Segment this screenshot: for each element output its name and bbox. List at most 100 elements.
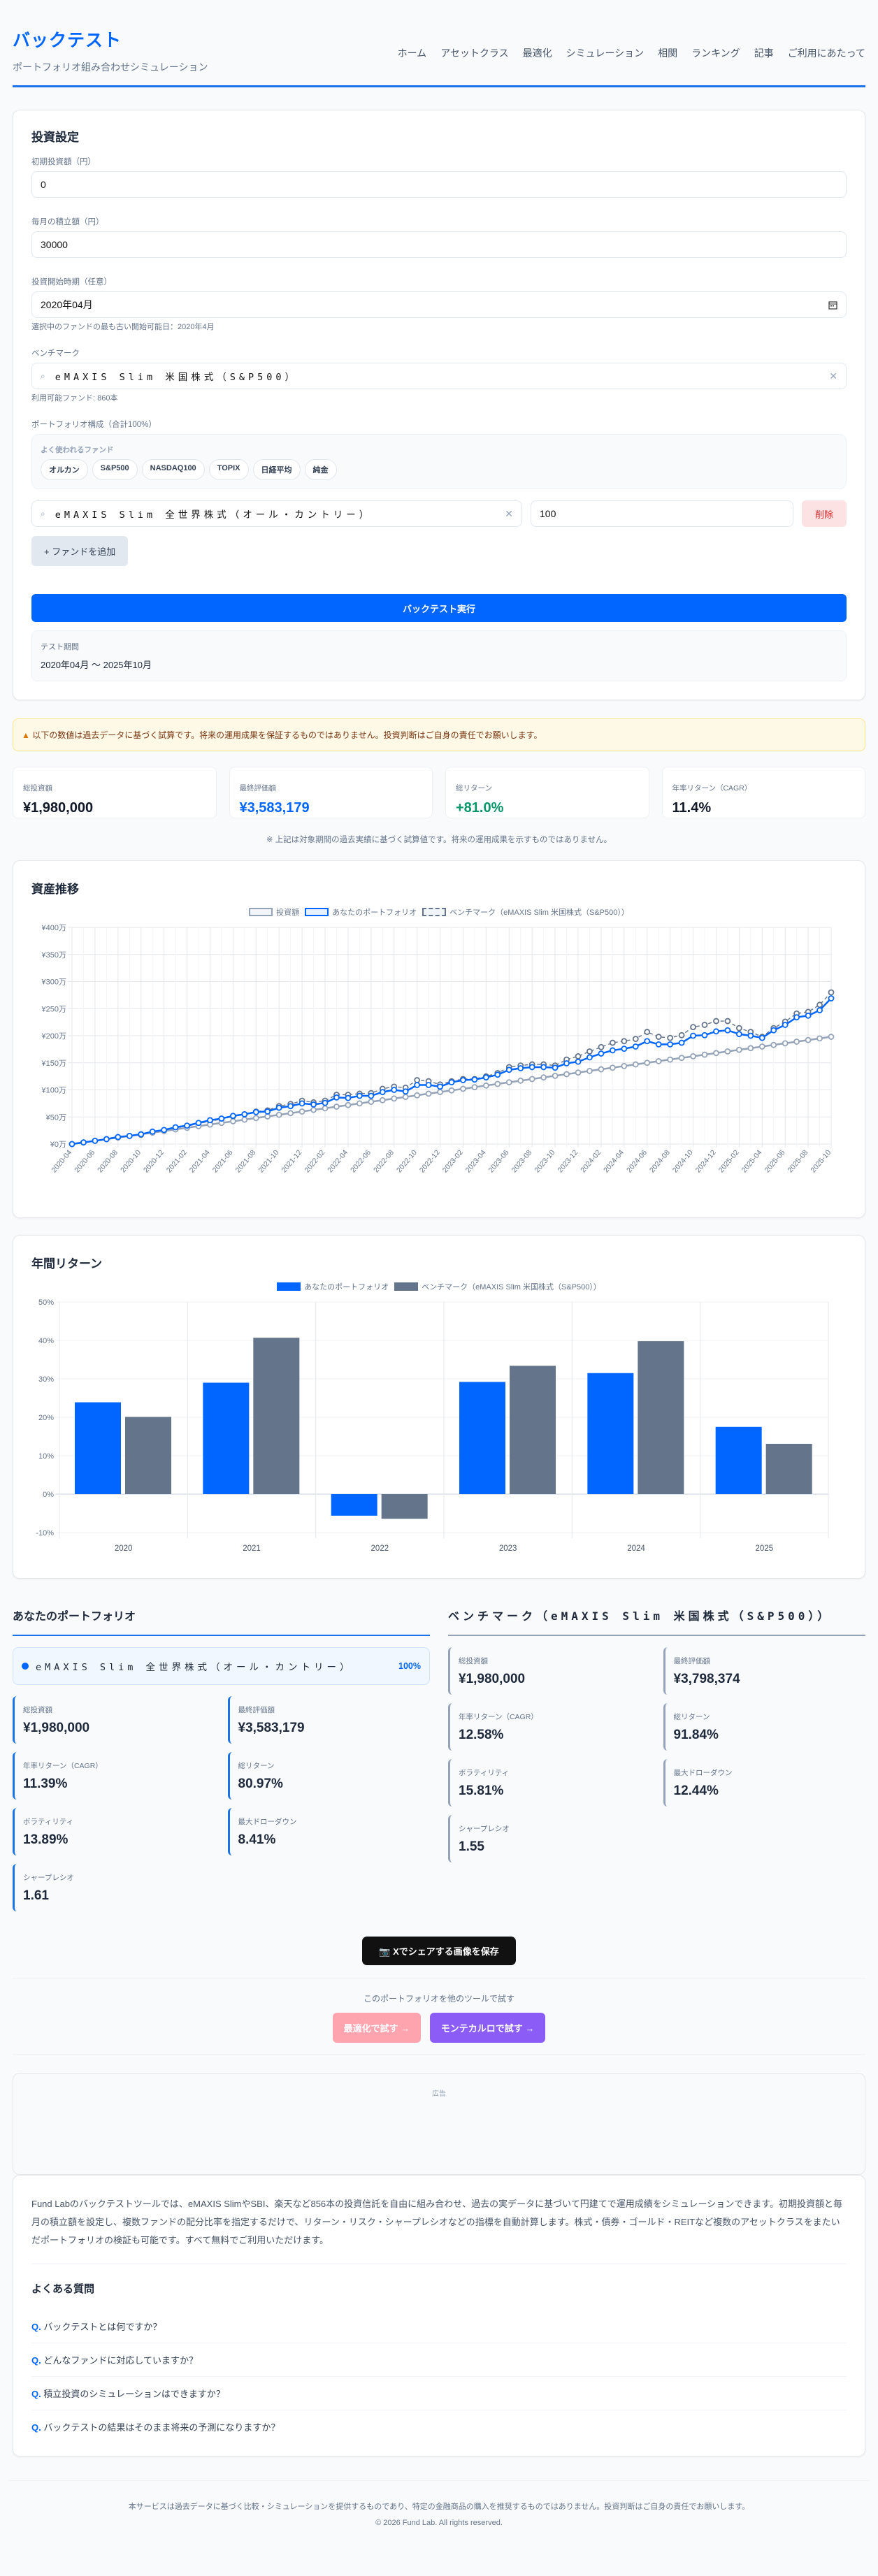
metric-card: 総投資額 ¥1,980,000 — [13, 1696, 215, 1744]
run-backtest-button[interactable]: バックテスト実行 — [31, 594, 847, 622]
svg-text:¥50万: ¥50万 — [45, 1113, 66, 1122]
svg-text:2024: 2024 — [627, 1544, 645, 1553]
share-image-button[interactable]: 📷 Xでシェアする画像を保存 — [362, 1937, 516, 1965]
allocation-fund: eMAXIS Slim 全世界株式（オール・カントリー） — [36, 1662, 353, 1673]
nav-asset-class[interactable]: アセットクラス — [440, 48, 509, 59]
legend-benchmark[interactable]: ベンチマーク（eMAXIS Slim 米国株式（S&P500）） — [422, 906, 629, 918]
metric-card: 最大ドローダウン 12.44% — [663, 1759, 866, 1807]
quick-funds-label: よく使われるファンド — [41, 446, 114, 454]
copyright: © 2026 Fund Lab. All rights reserved. — [375, 2519, 503, 2527]
svg-text:2024-04: 2024-04 — [602, 1148, 626, 1174]
add-fund-button[interactable]: + ファンドを追加 — [31, 536, 129, 566]
svg-text:20%: 20% — [38, 1414, 54, 1422]
svg-text:2020-06: 2020-06 — [73, 1148, 96, 1174]
period-value: 2020年04月 〜 2025年10月 — [41, 660, 152, 670]
metric-card: 総リターン 91.84% — [663, 1703, 866, 1751]
summary-note: ※ 上記は対象期間の過去実績に基づく試算値です。将来の運用成果を示すものではあり… — [266, 836, 612, 844]
delete-fund-button[interactable]: 削除 — [802, 500, 847, 527]
svg-text:2021-12: 2021-12 — [280, 1148, 303, 1174]
metric-card: 最大ドローダウン 8.41% — [227, 1808, 431, 1855]
nav-ranking[interactable]: ランキング — [691, 48, 740, 59]
nav-optimize[interactable]: 最適化 — [522, 48, 552, 59]
svg-text:2021-10: 2021-10 — [257, 1148, 281, 1174]
svg-text:2024-10: 2024-10 — [671, 1148, 695, 1174]
legend-portfolio[interactable]: あなたのポートフォリオ — [305, 906, 417, 918]
calendar-icon[interactable] — [828, 301, 837, 310]
svg-text:2025: 2025 — [756, 1544, 774, 1553]
nav-articles[interactable]: 記事 — [754, 48, 774, 59]
benchmark-select[interactable]: ⌕ eMAXIS Slim 米国株式（S&P500） ✕ — [31, 363, 847, 389]
fund-select[interactable]: ⌕ eMAXIS Slim 全世界株式（オール・カントリー） ✕ — [31, 500, 522, 527]
svg-text:¥100万: ¥100万 — [41, 1087, 66, 1095]
svg-text:2024-12: 2024-12 — [694, 1148, 718, 1174]
nav-correlation[interactable]: 相関 — [658, 48, 678, 59]
chip-nikkei[interactable]: 日経平均 — [252, 459, 301, 480]
benchmark-label: ベンチマーク — [31, 349, 80, 358]
metric-card: 最終評価額 ¥3,798,374 — [663, 1647, 866, 1695]
about-text: Fund Labのバックテストツールでは、eMAXIS SlimやSBI、楽天な… — [31, 2195, 847, 2264]
asset-chart-title: 資産推移 — [31, 883, 79, 896]
legend-benchmark[interactable]: ベンチマーク（eMAXIS Slim 米国株式（S&P500）） — [394, 1281, 601, 1292]
svg-text:30%: 30% — [38, 1375, 54, 1384]
svg-text:¥250万: ¥250万 — [41, 1005, 66, 1013]
other-tools: このポートフォリオを他のツールで試す 最適化で試す → モンテカルロで試す → — [13, 1978, 865, 2055]
clear-icon[interactable]: ✕ — [505, 507, 513, 519]
portfolio-column: あなたのポートフォリオ eMAXIS Slim 全世界株式（オール・カントリー）… — [13, 1607, 430, 1911]
metric-card: 年率リターン（CAGR） 11.39% — [13, 1752, 215, 1800]
faq-item[interactable]: Q. どんなファンドに対応していますか？ — [31, 2343, 847, 2377]
legend-portfolio[interactable]: あなたのポートフォリオ — [277, 1281, 389, 1292]
svg-text:¥400万: ¥400万 — [41, 924, 66, 932]
page-title: バックテスト — [13, 31, 122, 50]
benchmark-title: ベンチマーク（eMAXIS Slim 米国株式（S&P500）） — [448, 1607, 865, 1636]
svg-text:10%: 10% — [38, 1452, 54, 1461]
summary-stat: 総投資額 ¥1,980,000 — [13, 767, 217, 818]
monthly-amount-input[interactable] — [41, 239, 837, 250]
svg-text:2022-06: 2022-06 — [349, 1148, 373, 1174]
initial-amount-input[interactable] — [41, 179, 837, 190]
svg-text:2024-06: 2024-06 — [625, 1148, 649, 1174]
metric-card: 最終評価額 ¥3,583,179 — [227, 1696, 431, 1744]
quick-funds: よく使われるファンド オルカン S&P500 NASDAQ100 TOPIX 日… — [31, 434, 847, 489]
metric-card: シャープレシオ 1.61 — [13, 1864, 215, 1911]
annual-chart-legend: あなたのポートフォリオ ベンチマーク（eMAXIS Slim 米国株式（S&P5… — [31, 1281, 847, 1292]
legend-invested[interactable]: 投資額 — [249, 906, 299, 918]
nav-terms[interactable]: ご利用にあたって — [787, 48, 865, 59]
svg-text:2025-02: 2025-02 — [717, 1148, 741, 1174]
nav-simulation[interactable]: シミュレーション — [566, 48, 645, 59]
nav-home[interactable]: ホーム — [397, 48, 427, 59]
portfolio-title: あなたのポートフォリオ — [13, 1607, 430, 1636]
faq-item[interactable]: Q. 積立投資のシミュレーションはできますか？ — [31, 2377, 847, 2410]
summary-stat: 年率リターン（CAGR） 11.4% — [661, 767, 865, 818]
svg-text:2021-02: 2021-02 — [165, 1148, 189, 1174]
warning-icon: ▲ — [22, 730, 30, 740]
svg-text:0%: 0% — [43, 1491, 54, 1499]
svg-text:2025-04: 2025-04 — [740, 1148, 764, 1174]
faq-item[interactable]: Q. バックテストとは何ですか？ — [31, 2310, 847, 2343]
chip-gold[interactable]: 純金 — [304, 459, 337, 480]
metric-card: ボラティリティ 13.89% — [13, 1808, 215, 1855]
svg-text:¥300万: ¥300万 — [41, 978, 66, 987]
svg-text:2022-08: 2022-08 — [372, 1148, 396, 1174]
start-month-input[interactable]: 2020年04月 — [31, 291, 847, 318]
svg-text:¥0万: ¥0万 — [50, 1141, 66, 1149]
svg-text:2025-08: 2025-08 — [786, 1148, 809, 1174]
try-montecarlo-button[interactable]: モンテカルロで試す → — [429, 2013, 546, 2043]
chip-sp500[interactable]: S&P500 — [92, 459, 138, 480]
clear-icon[interactable]: ✕ — [829, 370, 837, 382]
chip-nasdaq100[interactable]: NASDAQ100 — [141, 459, 205, 480]
start-hint: 選択中のファンドの最も古い開始可能日：2020年4月 — [31, 323, 215, 331]
svg-text:2023-08: 2023-08 — [510, 1148, 534, 1174]
faq-item[interactable]: Q. バックテストの結果はそのまま将来の予測になりますか？ — [31, 2422, 280, 2433]
chip-topix[interactable]: TOPIX — [208, 459, 249, 480]
tools-text: このポートフォリオを他のツールで試す — [363, 1994, 514, 2004]
chip-allcountry[interactable]: オルカン — [41, 459, 88, 480]
svg-text:2022-12: 2022-12 — [418, 1148, 442, 1174]
search-icon: ⌕ — [41, 508, 45, 519]
warning-text: 以下の数値は過去データに基づく試算です。将来の運用成果を保証するものではありませ… — [32, 730, 542, 740]
svg-text:-10%: -10% — [36, 1529, 54, 1537]
try-optimize-button[interactable]: 最適化で試す → — [332, 2013, 422, 2043]
svg-text:2022-10: 2022-10 — [395, 1148, 419, 1174]
allocation-pct: 100% — [398, 1661, 421, 1671]
svg-text:2022: 2022 — [371, 1544, 389, 1553]
fund-percent-input[interactable] — [540, 508, 784, 519]
